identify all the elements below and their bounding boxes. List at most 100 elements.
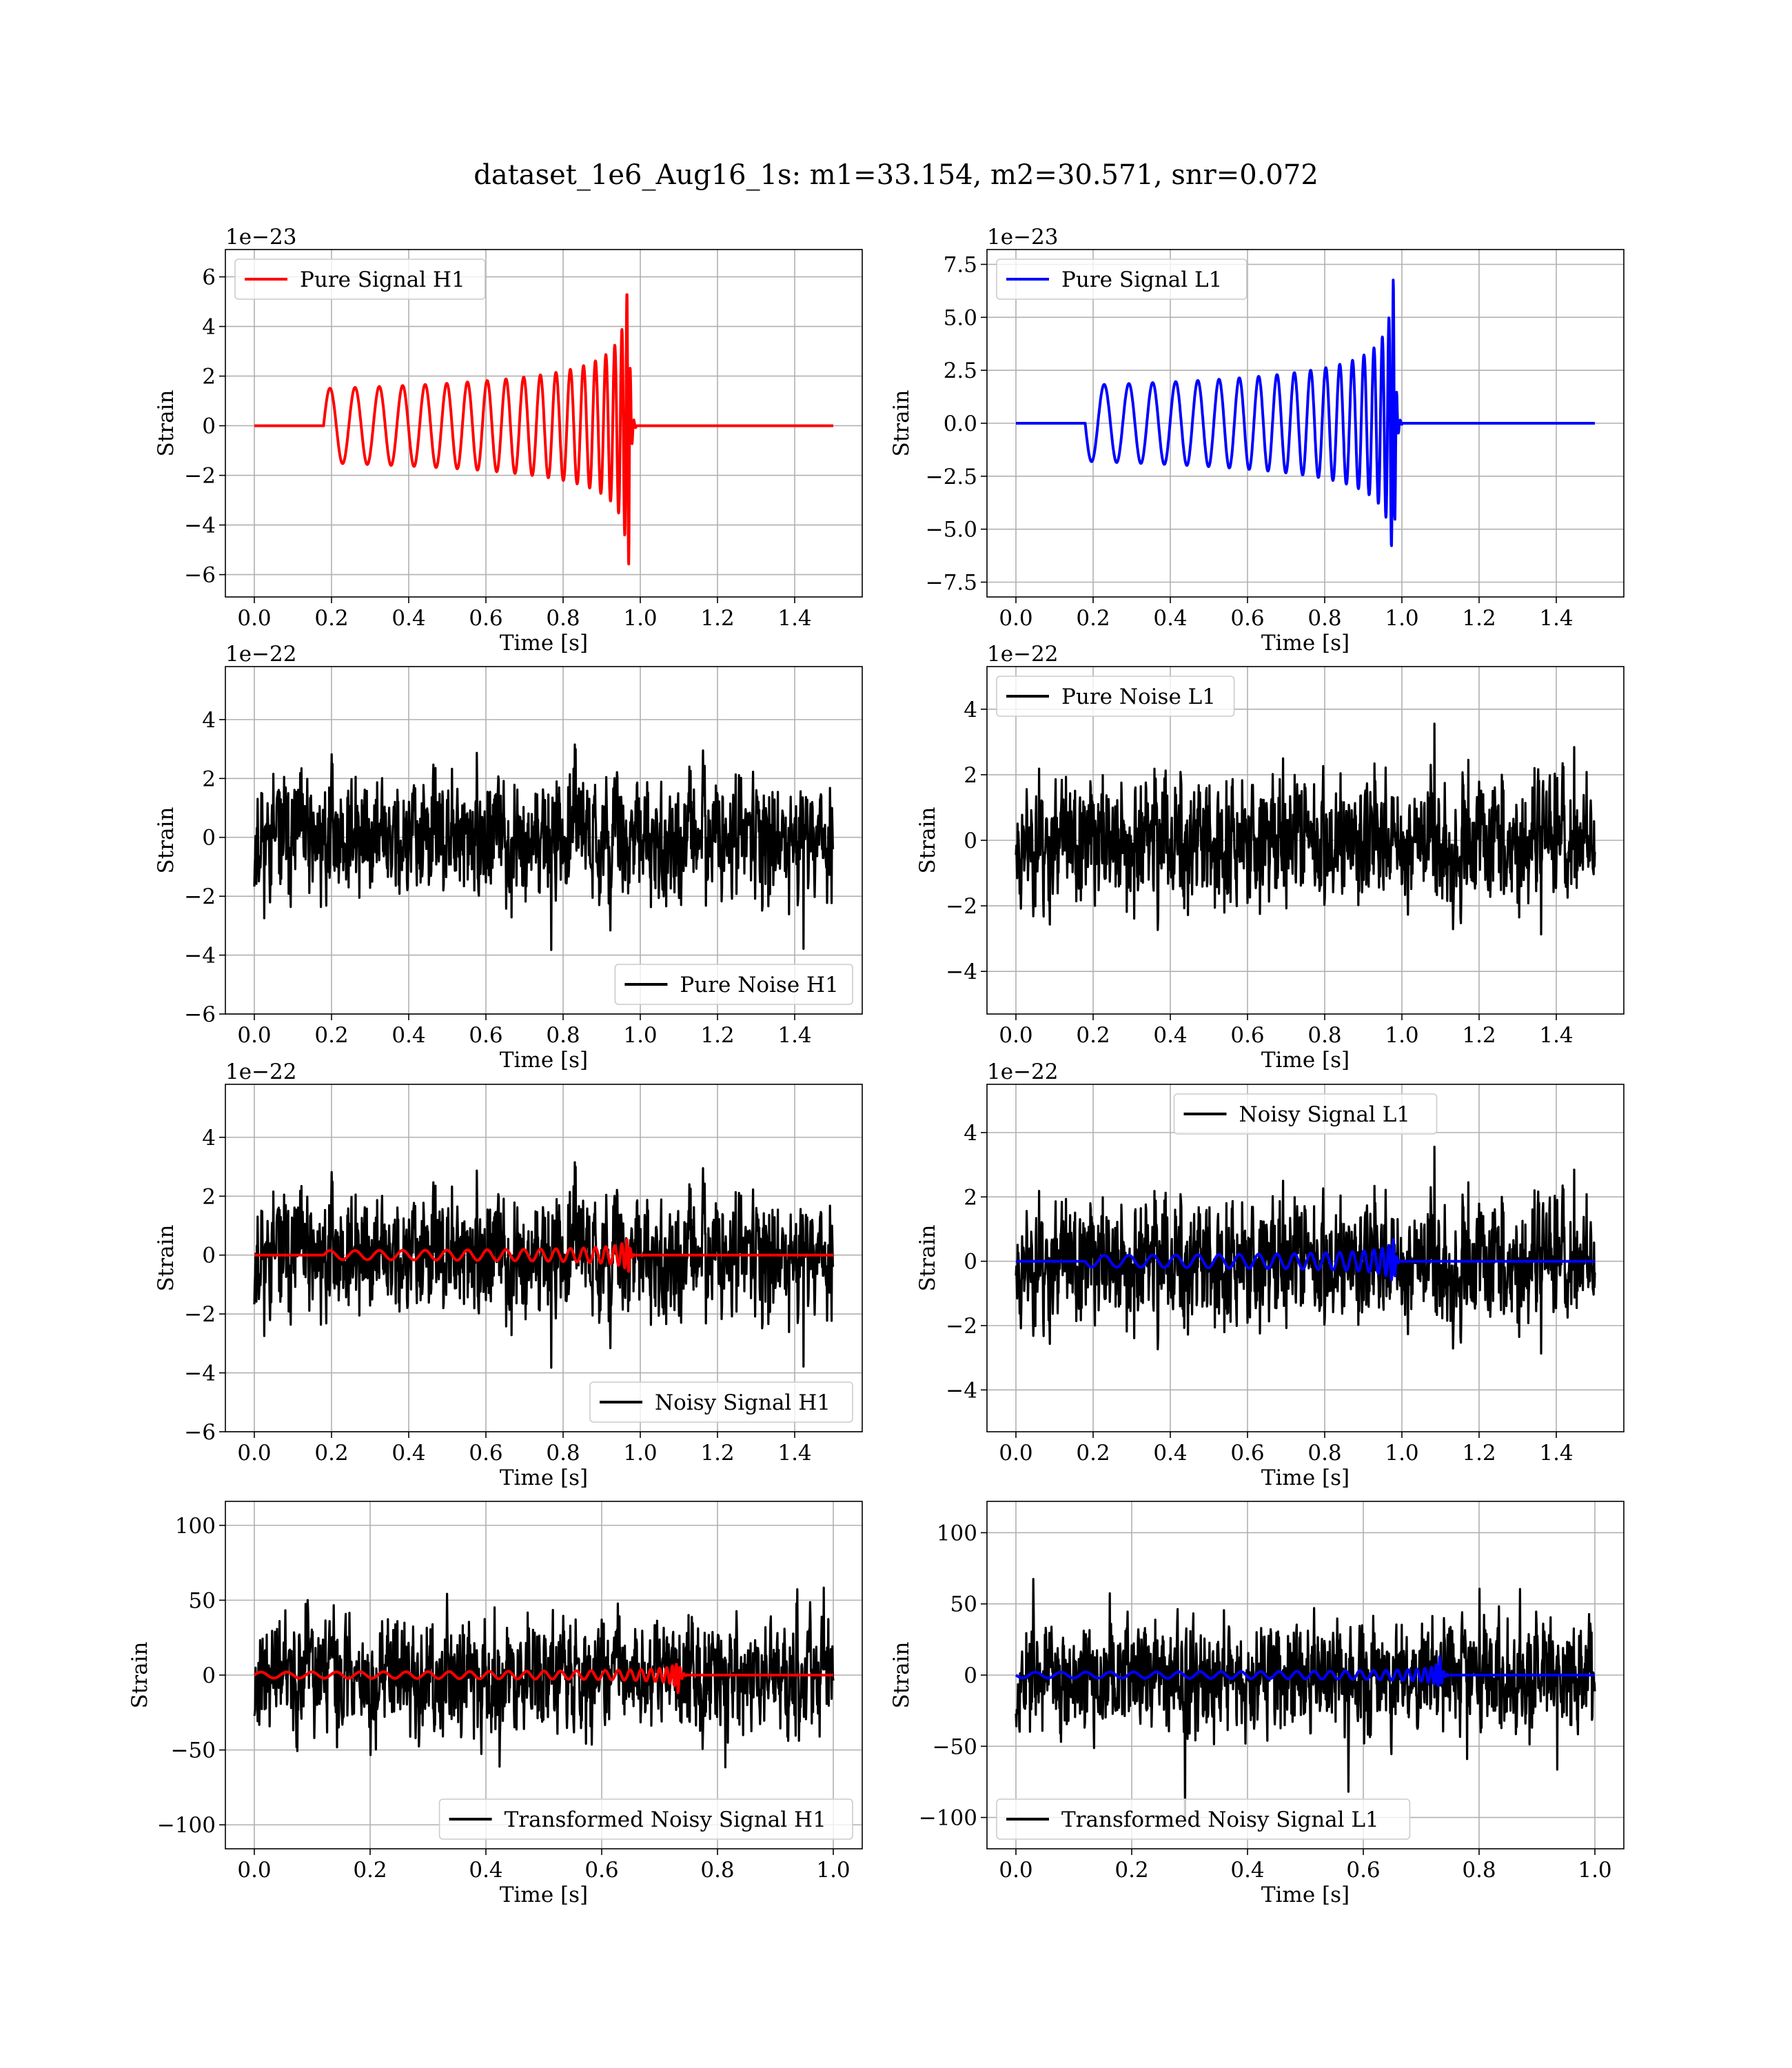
x-tick-label: 0.2: [1076, 1441, 1110, 1466]
x-tick-label: 0.6: [1230, 606, 1264, 631]
legend-frame: [996, 258, 1248, 300]
y-tick-label: −4: [184, 944, 216, 969]
y-tick-label: 0: [964, 1250, 977, 1275]
y-tick-label: 0: [964, 1663, 977, 1688]
y-tick-label: 0: [202, 414, 216, 439]
x-axis-label: Time [s]: [1261, 1466, 1350, 1490]
x-tick-label: 1.2: [700, 606, 734, 631]
x-tick-label: 0.0: [999, 1023, 1032, 1048]
y-tick-label: −4: [184, 514, 216, 538]
x-tick-label: 0.0: [999, 1858, 1032, 1883]
y-tick-label: −100: [919, 1806, 977, 1831]
y-tick-label: −100: [157, 1813, 216, 1838]
x-tick-label: 0.4: [391, 606, 425, 631]
legend-label: Transformed Noisy Signal L1: [1061, 1807, 1379, 1832]
y-tick-label: −2: [184, 884, 216, 909]
x-tick-label: 1.0: [623, 1441, 657, 1466]
series-line-chirp-0000ff: [1015, 1238, 1596, 1281]
x-tick-label: 1.0: [816, 1858, 850, 1883]
x-axis-label: Time [s]: [1261, 1883, 1350, 1907]
series-line-transformed-noisy-signal-h1: [253, 1586, 835, 1769]
y-tick-label: 4: [964, 698, 977, 722]
y-tick-label: 6: [202, 265, 216, 290]
y-tick-label: 5.0: [944, 305, 977, 330]
y-tick-label: −2: [946, 894, 977, 919]
y-axis-label: Strain: [154, 807, 179, 874]
x-tick-label: 0.8: [1307, 1441, 1341, 1466]
plot-area: [1015, 278, 1596, 547]
x-tick-label: 1.2: [1462, 1023, 1496, 1048]
legend: Pure Signal L1: [996, 258, 1248, 300]
legend-label: Noisy Signal L1: [1239, 1102, 1411, 1127]
x-tick-label: 0.8: [546, 1441, 580, 1466]
x-tick-label: 0.8: [1462, 1858, 1496, 1883]
x-tick-label: 0.0: [237, 1023, 271, 1048]
x-tick-label: 0.8: [546, 1023, 580, 1048]
series-line-chirp-0000ff: [1015, 1655, 1596, 1687]
x-tick-label: 1.0: [1385, 606, 1418, 631]
chart-panel-pure-noise-l1: 0.0 0.2 0.4 0.6 0.8 1.0 1.2 1.4 −4 −2 0 2 4 1e−22 Time…: [915, 642, 1625, 1073]
plot-area: [253, 1161, 835, 1369]
legend-frame: [996, 676, 1235, 717]
x-axis-label: Time [s]: [500, 1466, 588, 1490]
plot-area: [253, 293, 835, 566]
legend-frame: [996, 1798, 1411, 1840]
x-tick-label: 0.0: [237, 606, 271, 631]
series-line-chirp-ff0000: [253, 1663, 835, 1694]
panels: 0.0 0.2 0.4 0.6 0.8 1.0 1.2 1.4 −6 −4 −2 0 2 4 6 1e−23 T…: [128, 225, 1625, 1907]
legend-label: Pure Signal L1: [1061, 267, 1222, 292]
y-tick-label: −4: [946, 960, 977, 984]
y-axis-label: Strain: [915, 807, 940, 874]
x-tick-label: 0.2: [314, 1441, 348, 1466]
y-tick-label: 4: [202, 708, 216, 733]
legend: Transformed Noisy Signal H1: [438, 1798, 853, 1840]
x-tick-label: 1.0: [623, 606, 657, 631]
axes-frame: [225, 1084, 863, 1432]
chart-panel-noisy-signal-h1: 0.0 0.2 0.4 0.6 0.8 1.0 1.2 1.4 −6 −4 −2 0 2 4 1e−22 Ti…: [154, 1060, 863, 1490]
y-tick-label: 4: [202, 1126, 216, 1150]
series-line-pure-signal-l1: [1015, 278, 1596, 547]
y-tick-label: 2.5: [944, 358, 977, 383]
chart-panel-noisy-signal-l1: 0.0 0.2 0.4 0.6 0.8 1.0 1.2 1.4 −4 −2 0 2 4 1e−22 Time…: [915, 1060, 1625, 1490]
y-axis-label: Strain: [889, 1642, 914, 1709]
x-tick-label: 1.2: [700, 1023, 734, 1048]
y-tick-label: −2: [184, 1302, 216, 1327]
axis-offset-text: 1e−22: [987, 642, 1059, 667]
axes-frame: [225, 666, 863, 1015]
x-tick-label: 0.2: [314, 1023, 348, 1048]
series-line-chirp-ff0000: [253, 1238, 835, 1273]
x-tick-label: 0.2: [1076, 606, 1110, 631]
legend-label: Transformed Noisy Signal H1: [505, 1807, 826, 1832]
legend-frame: [614, 964, 853, 1005]
x-tick-label: 0.4: [469, 1858, 502, 1883]
y-tick-label: 2: [202, 365, 216, 389]
x-tick-label: 0.0: [999, 1441, 1032, 1466]
y-tick-label: 100: [937, 1521, 977, 1545]
y-tick-label: −6: [184, 1002, 216, 1027]
axes-frame: [225, 249, 863, 598]
x-tick-label: 0.4: [1230, 1858, 1264, 1883]
x-tick-label: 0.4: [1153, 1023, 1187, 1048]
x-tick-label: 0.6: [469, 1441, 502, 1466]
series-line-pure-signal-h1: [253, 293, 835, 566]
series-line-pure-noise-l1: [1015, 722, 1596, 936]
legend: Noisy Signal L1: [1173, 1093, 1438, 1135]
x-axis-label: Time [s]: [500, 631, 588, 656]
y-tick-label: 0: [964, 829, 977, 853]
y-tick-label: 50: [189, 1588, 216, 1613]
legend: Noisy Signal H1: [589, 1381, 853, 1423]
x-tick-label: 0.0: [999, 606, 1032, 631]
x-tick-label: 0.0: [237, 1441, 271, 1466]
plot-area: [1015, 1145, 1596, 1355]
x-axis-label: Time [s]: [500, 1048, 588, 1073]
series-line-noisy-signal-l1: [1015, 1145, 1596, 1355]
x-tick-label: 1.4: [1539, 606, 1573, 631]
plot-area: [253, 1586, 835, 1769]
y-tick-label: −2.5: [926, 465, 977, 489]
y-tick-label: 4: [202, 315, 216, 340]
legend: Transformed Noisy Signal L1: [996, 1798, 1411, 1840]
y-tick-label: −50: [171, 1738, 216, 1763]
x-tick-label: 0.2: [1114, 1858, 1148, 1883]
y-tick-label: 2: [202, 1184, 216, 1209]
x-tick-label: 0.2: [1076, 1023, 1110, 1048]
